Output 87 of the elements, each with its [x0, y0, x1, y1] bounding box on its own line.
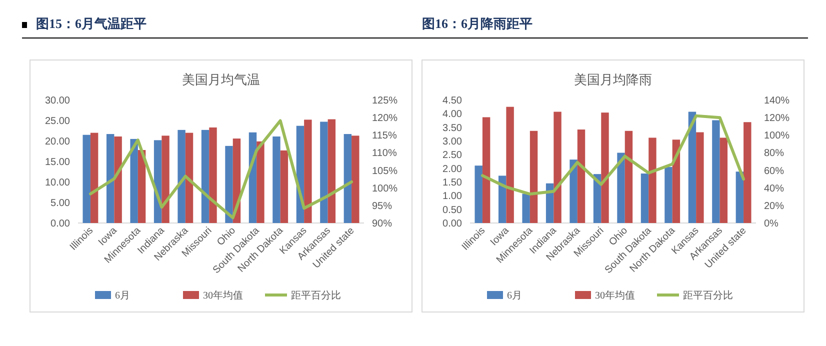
y2-tick-label: 125% [372, 96, 398, 106]
legend-label: 6月 [507, 290, 522, 302]
y-tick-label: 3.00 [442, 136, 462, 148]
y-tick-label: 4.50 [442, 96, 462, 106]
y-tick-label: 30.00 [44, 96, 70, 106]
chart-title: 图15：6月气温距平 [36, 16, 146, 31]
bar [82, 134, 90, 223]
y-tick-label: 10.00 [44, 178, 70, 188]
bar [90, 132, 98, 223]
y2-tick-label: 40% [764, 183, 784, 194]
chart-subtitle: 美国月均气温 [182, 72, 260, 87]
bar [130, 138, 138, 223]
bar [624, 130, 633, 223]
bar [114, 136, 122, 223]
legend-label: 距平百分比 [683, 290, 733, 302]
bar [648, 138, 656, 223]
bar [352, 136, 360, 223]
y2-tick-label: 110% [372, 148, 397, 160]
legend-label: 距平百分比 [291, 290, 341, 302]
y-tick-label: 1.50 [442, 178, 462, 188]
bar [474, 166, 482, 223]
y-tick-label: 0.00 [442, 218, 462, 230]
bar [577, 130, 586, 223]
y-tick-label: 25.00 [44, 116, 70, 127]
y-tick-label: 20.00 [44, 136, 70, 148]
y2-tick-label: 90% [372, 218, 392, 230]
bar [256, 141, 264, 223]
bar [720, 138, 728, 223]
bar [712, 120, 720, 223]
bar [185, 132, 194, 223]
y2-tick-label: 100% [372, 183, 398, 194]
y2-tick-label: 100% [764, 130, 790, 142]
bar [664, 166, 672, 223]
line-series [88, 119, 354, 220]
y-tick-label: 0.00 [50, 218, 70, 230]
bar [320, 122, 328, 223]
y-tick-label: 5.00 [50, 198, 70, 209]
bar [209, 127, 217, 223]
y-tick-label: 1.00 [442, 191, 462, 202]
y2-tick-label: 120% [372, 113, 398, 124]
y2-tick-label: 80% [764, 148, 784, 160]
bar [328, 119, 336, 223]
bar [530, 130, 538, 223]
y-tick-label: 4.00 [442, 109, 462, 120]
bar [744, 122, 752, 223]
y-tick-label: 3.50 [442, 122, 462, 134]
y2-tick-label: 20% [764, 200, 784, 212]
bar [554, 112, 562, 223]
bar [696, 132, 704, 223]
bar [672, 140, 680, 223]
bar [162, 136, 170, 223]
bar [506, 106, 514, 223]
bar [688, 112, 696, 223]
chart-subtitle: 美国月均降雨 [574, 72, 652, 87]
y2-tick-label: 0% [764, 218, 779, 230]
chart-title: 图16：6月降雨距平 [422, 16, 532, 31]
y2-tick-label: 140% [764, 96, 790, 106]
y-tick-label: 2.50 [442, 150, 462, 162]
y2-tick-label: 120% [764, 113, 790, 124]
bar [304, 120, 312, 223]
bar [225, 146, 233, 223]
legend-label: 6月 [115, 290, 130, 302]
y2-tick-label: 105% [372, 166, 398, 177]
bar [138, 150, 146, 223]
bar [640, 174, 649, 223]
bar [736, 172, 744, 223]
bar [201, 130, 210, 223]
y2-tick-label: 115% [372, 130, 397, 142]
bar [617, 152, 625, 223]
bar [106, 134, 114, 223]
bar [498, 176, 506, 223]
legend-label: 30年均值 [595, 290, 635, 302]
bar [570, 160, 578, 223]
y-tick-label: 15.00 [44, 157, 70, 168]
line-series [480, 114, 746, 196]
bar [522, 194, 530, 223]
y-tick-label: 0.50 [442, 204, 462, 216]
bar [482, 117, 490, 223]
bar [272, 136, 280, 223]
y2-tick-label: 60% [764, 166, 784, 177]
bar [280, 150, 288, 223]
y2-tick-label: 95% [372, 200, 392, 212]
bar [601, 112, 609, 223]
bar [344, 134, 352, 223]
legend-label: 30年均值 [203, 290, 243, 302]
y-tick-label: 2.00 [442, 164, 462, 175]
bar [178, 130, 186, 223]
